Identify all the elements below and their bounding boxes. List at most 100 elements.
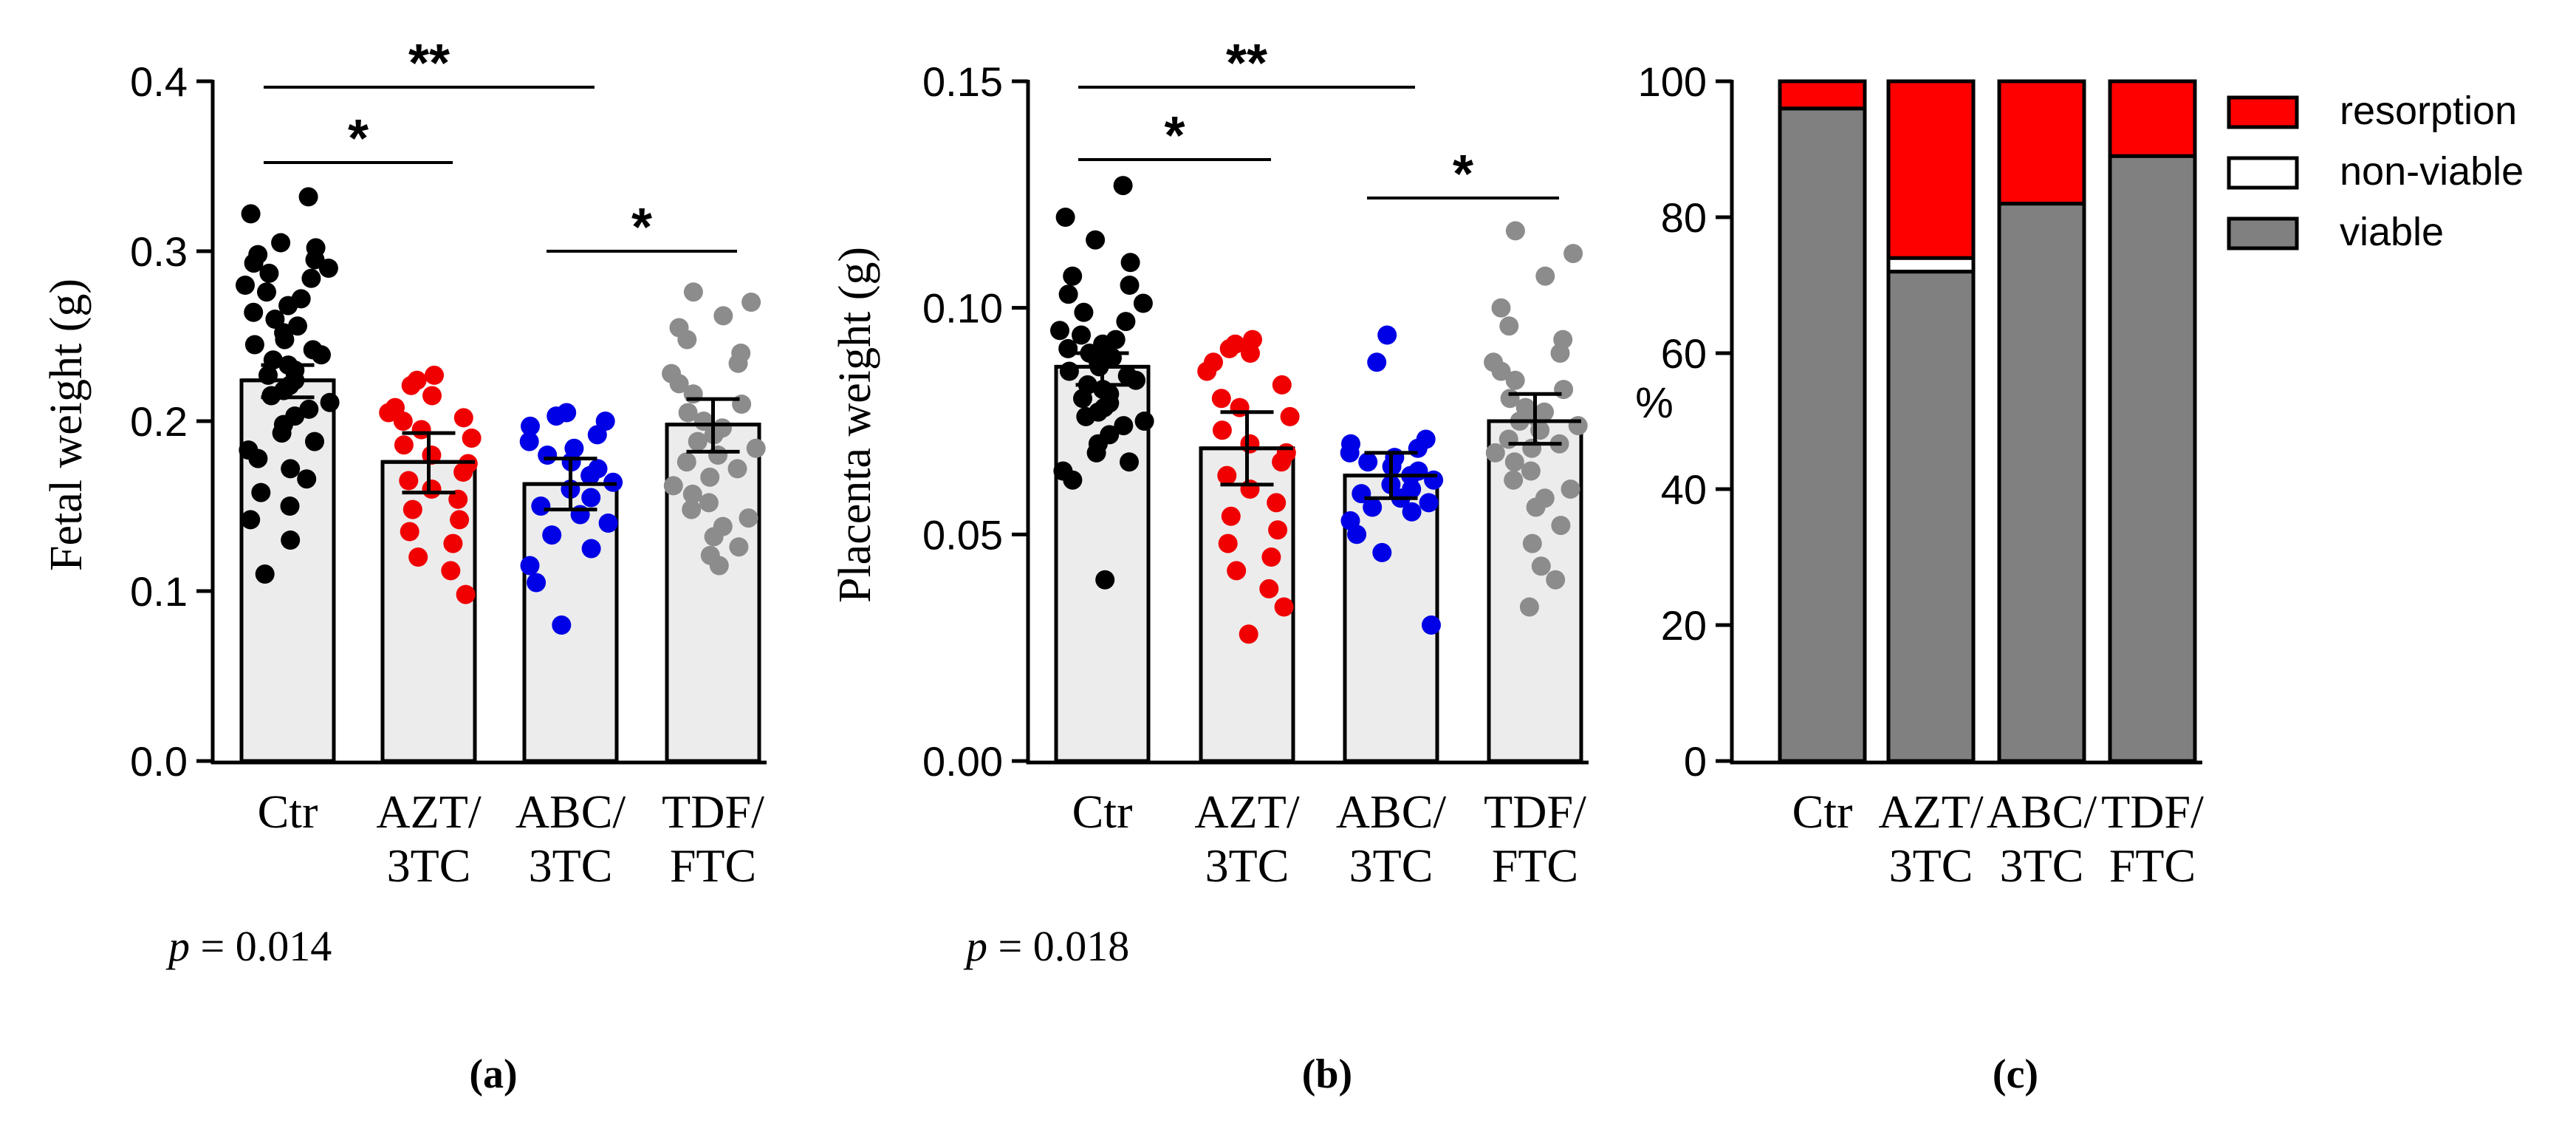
data-point — [538, 446, 558, 465]
stacked-segment-viable — [1778, 106, 1867, 763]
data-point — [1114, 416, 1134, 436]
data-point — [248, 448, 268, 468]
data-point — [727, 459, 747, 479]
data-point — [677, 330, 697, 349]
data-point — [1568, 416, 1588, 436]
data-point — [1086, 443, 1106, 463]
y-tick-label: 0.1 — [130, 568, 188, 615]
data-point — [400, 522, 419, 542]
legend-swatch — [2227, 95, 2299, 129]
y-tick-label: 40 — [1661, 466, 1707, 513]
data-point — [280, 497, 300, 516]
data-point — [1267, 493, 1287, 513]
data-point — [1095, 570, 1115, 590]
category-label: 3TC — [387, 839, 471, 892]
data-point — [547, 406, 566, 426]
p-number: = 0.014 — [190, 922, 332, 970]
data-point — [1561, 480, 1580, 499]
data-point — [1268, 520, 1288, 540]
data-point — [1408, 438, 1428, 458]
data-point — [251, 482, 271, 502]
data-point — [272, 423, 292, 443]
data-point — [244, 335, 264, 355]
data-point — [1272, 375, 1292, 395]
data-point — [1074, 302, 1094, 322]
data-point — [301, 268, 321, 288]
data-point — [521, 416, 540, 436]
category-label: AZT/ — [1194, 785, 1299, 838]
data-point — [1218, 533, 1238, 553]
significance-label: * — [1453, 145, 1473, 204]
data-point — [312, 345, 331, 365]
data-point — [1424, 470, 1444, 490]
data-point — [305, 431, 324, 451]
data-point — [1050, 321, 1069, 341]
data-point — [298, 187, 318, 207]
data-point — [1274, 597, 1294, 617]
legend-swatch — [2227, 216, 2299, 250]
data-point — [236, 276, 255, 295]
data-point — [422, 386, 442, 406]
legend-label: resorption — [2340, 89, 2517, 133]
data-point — [1372, 542, 1392, 562]
y-axis-title: Placenta weight (g) — [830, 247, 880, 603]
category-label: FTC — [670, 839, 756, 892]
data-point — [581, 488, 601, 508]
legend: resorption non-viable viable — [2227, 89, 2524, 254]
data-point — [255, 564, 275, 584]
data-point — [1535, 266, 1555, 286]
stacked-segment-resorption — [2108, 79, 2197, 158]
data-point — [1546, 570, 1566, 590]
data-point — [699, 493, 719, 513]
data-point — [1377, 325, 1397, 345]
panel-label: (c) — [1993, 1051, 2038, 1097]
data-point — [441, 561, 461, 581]
data-point — [1259, 579, 1279, 598]
data-point — [1519, 597, 1539, 617]
data-point — [1120, 253, 1140, 273]
data-point — [1491, 298, 1511, 318]
stacked-segment-viable — [1997, 202, 2086, 763]
data-point — [259, 263, 279, 283]
data-point — [1521, 461, 1541, 481]
data-point — [519, 431, 539, 451]
category-label: Ctr — [1072, 785, 1133, 838]
data-point — [1491, 361, 1511, 381]
category-label: FTC — [1492, 839, 1578, 892]
data-point — [1504, 452, 1524, 472]
data-point — [1227, 561, 1247, 581]
y-tick-label: 20 — [1661, 602, 1707, 649]
data-point — [598, 513, 618, 533]
data-point — [244, 253, 264, 273]
panel-b-plot: ****p = 0.018 — [963, 34, 1588, 970]
category-label: TDF/ — [662, 785, 764, 838]
panel-label: (a) — [469, 1051, 517, 1097]
data-point — [1340, 443, 1360, 463]
data-point — [1086, 230, 1106, 250]
data-point — [1531, 556, 1551, 576]
category-label: TDF/ — [2101, 785, 2204, 838]
data-point — [709, 556, 729, 576]
data-point — [422, 446, 442, 465]
panel-a-axis: 0.0 0.1 0.2 0.3 0.4 Fetal weight (g) Ctr AZT/3T… — [41, 58, 767, 1097]
p-number: = 0.018 — [987, 922, 1129, 970]
data-point — [1363, 497, 1383, 517]
legend-label: viable — [2340, 210, 2444, 254]
data-point — [1551, 516, 1571, 536]
y-axis-title: Fetal weight (g) — [41, 279, 92, 571]
data-point — [683, 282, 703, 302]
y-tick-label: 100 — [1638, 58, 1707, 105]
y-tick-label: 0.10 — [922, 285, 1003, 332]
data-point — [453, 463, 473, 482]
data-point — [408, 547, 428, 567]
data-point — [531, 497, 551, 516]
y-tick-label: 0.00 — [922, 738, 1003, 785]
data-point — [1422, 615, 1441, 635]
category-label: Ctr — [258, 785, 318, 838]
data-point — [746, 438, 766, 458]
data-point — [275, 330, 295, 349]
data-point — [1221, 506, 1241, 526]
data-point — [688, 431, 708, 451]
